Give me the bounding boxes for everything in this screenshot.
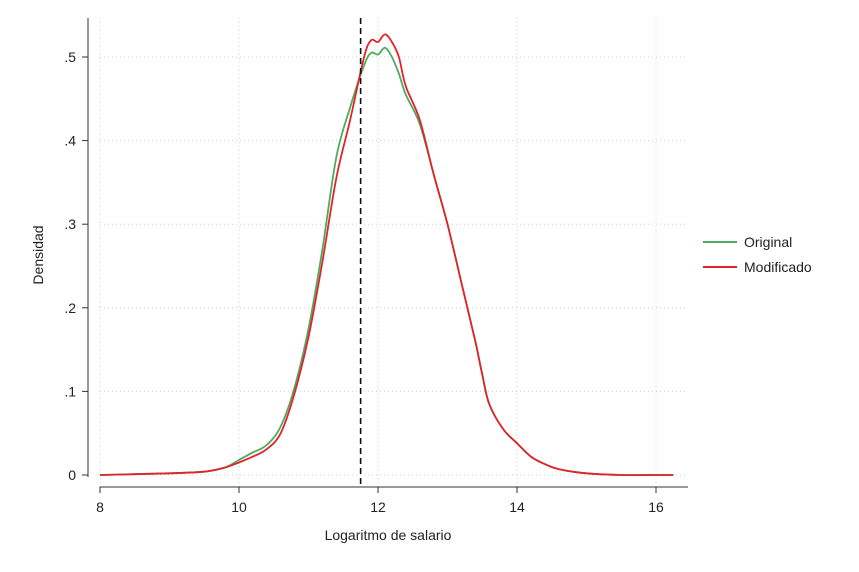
x-tick-label: 8 <box>96 499 104 515</box>
y-tick-label: .1 <box>64 383 76 399</box>
y-tick-label: .2 <box>64 300 76 316</box>
y-axis-title: Densidad <box>30 225 46 284</box>
legend-label-original: Original <box>744 234 792 250</box>
legend: Original Modificado <box>703 234 812 275</box>
x-tick-label: 16 <box>648 499 664 515</box>
x-tick-label: 14 <box>509 499 525 515</box>
x-axis-ticks: 8 10 12 14 16 <box>96 487 664 515</box>
y-tick-label: .5 <box>64 49 76 65</box>
series-line-original <box>99 46 674 477</box>
x-axis-title: Logaritmo de salario <box>325 527 452 543</box>
y-tick-label: .4 <box>64 133 76 149</box>
y-tick-label: .3 <box>64 216 76 232</box>
grid-lines <box>99 18 688 487</box>
series-layer <box>99 33 674 477</box>
y-tick-label: 0 <box>68 467 76 483</box>
x-tick-label: 10 <box>231 499 247 515</box>
series-line-modificado <box>99 33 674 477</box>
y-axis-ticks: 0 .1 .2 .3 .4 .5 <box>64 49 88 483</box>
x-tick-label: 12 <box>370 499 386 515</box>
legend-label-modificado: Modificado <box>744 259 812 275</box>
